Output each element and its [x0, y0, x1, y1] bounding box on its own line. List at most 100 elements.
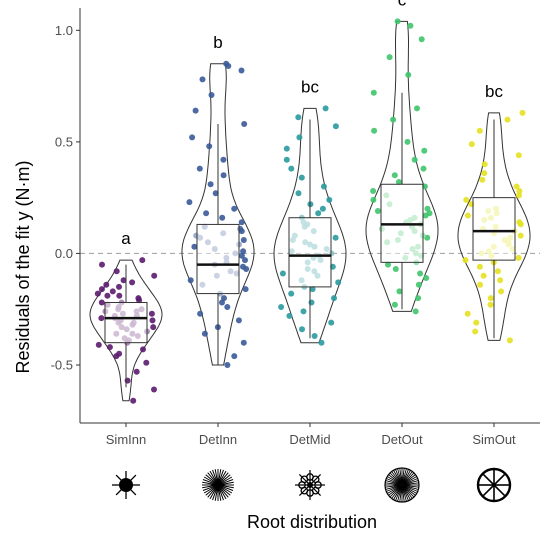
data-point	[370, 196, 377, 203]
root-line	[403, 472, 415, 484]
data-point	[298, 277, 305, 284]
data-point	[103, 281, 110, 288]
data-point	[296, 134, 303, 141]
data-point	[278, 304, 285, 310]
data-point	[463, 196, 470, 203]
data-point	[397, 230, 404, 237]
data-point	[283, 145, 290, 152]
data-point	[203, 210, 210, 217]
data-point	[206, 143, 213, 150]
data-point	[424, 234, 431, 241]
data-point	[477, 281, 484, 288]
data-point	[98, 286, 105, 293]
data-point	[219, 214, 226, 221]
data-point	[492, 223, 499, 230]
data-point	[151, 272, 158, 279]
data-point	[423, 275, 430, 281]
data-point	[318, 339, 325, 346]
x-tick-group: SimInn DetInn DetMid DetOut SimOut	[106, 423, 516, 447]
data-point	[288, 165, 295, 172]
data-point	[323, 246, 330, 252]
root-line	[403, 486, 415, 498]
significance-letter: a	[121, 229, 131, 248]
y-tick-group: -0.5 0.0 0.5 1.0	[51, 23, 80, 372]
data-point	[143, 359, 150, 366]
root-line	[401, 468, 405, 484]
data-point	[402, 254, 409, 261]
data-point	[421, 147, 428, 154]
data-point	[468, 141, 475, 148]
x-axis: SimInn DetInn DetMid DetOut SimOut	[80, 422, 540, 447]
data-point	[121, 335, 128, 342]
root-line	[399, 468, 403, 484]
root-line	[212, 485, 219, 501]
data-point	[309, 286, 316, 293]
root-line	[205, 474, 218, 485]
data-point	[192, 107, 199, 114]
data-point	[519, 109, 526, 116]
data-point	[424, 205, 431, 212]
data-point	[497, 277, 504, 284]
root-line	[389, 472, 401, 484]
simple-inner-root-icon	[112, 471, 140, 499]
data-point	[407, 22, 414, 29]
data-point	[129, 330, 136, 337]
data-point	[504, 116, 511, 123]
data-point	[420, 165, 427, 172]
box-group	[104, 92, 516, 388]
box-iqr	[196, 223, 240, 295]
data-point	[371, 127, 378, 134]
data-point	[283, 156, 290, 163]
data-point	[415, 281, 422, 288]
data-point	[488, 252, 495, 259]
root-line	[403, 476, 417, 485]
root-line	[207, 472, 218, 485]
data-point	[123, 326, 130, 333]
data-point	[300, 308, 307, 315]
root-line	[385, 484, 401, 488]
root-line	[202, 481, 218, 486]
data-point	[322, 105, 329, 112]
y-tick-label: -0.5	[51, 357, 73, 372]
data-point	[390, 116, 397, 123]
root-line	[402, 486, 411, 500]
data-point	[481, 217, 488, 223]
significance-letter: bc	[301, 77, 319, 96]
root-line	[214, 469, 219, 485]
data-point	[485, 248, 492, 255]
data-point	[224, 304, 231, 310]
root-line	[402, 468, 407, 484]
data-point	[311, 268, 318, 275]
data-point	[513, 183, 520, 190]
data-point	[332, 123, 339, 130]
data-point	[311, 243, 318, 250]
data-point	[133, 308, 140, 315]
data-point	[134, 333, 141, 339]
y-axis-title: Residuals of the fit y (N·m)	[13, 160, 33, 373]
data-point	[506, 337, 513, 344]
data-point	[308, 299, 315, 306]
root-line	[401, 486, 405, 502]
root-line	[207, 485, 218, 498]
detailed-mid-root-icon	[295, 470, 325, 500]
data-point	[517, 232, 524, 239]
data-point	[394, 237, 401, 243]
data-point	[498, 288, 505, 295]
data-point	[95, 341, 102, 348]
significance-letter: b	[213, 33, 222, 52]
data-point	[414, 105, 420, 112]
root-line	[402, 486, 413, 499]
root-line	[385, 480, 401, 485]
data-point	[464, 310, 471, 317]
root-line	[493, 473, 506, 486]
data-point	[130, 397, 137, 404]
data-point	[485, 208, 492, 214]
data-point	[116, 283, 122, 290]
data-point	[189, 134, 196, 141]
data-point	[311, 333, 318, 339]
data-point	[326, 196, 333, 203]
data-point	[241, 121, 248, 127]
root-line	[217, 485, 224, 501]
significance-letter: bc	[485, 82, 503, 101]
data-point	[151, 386, 157, 393]
